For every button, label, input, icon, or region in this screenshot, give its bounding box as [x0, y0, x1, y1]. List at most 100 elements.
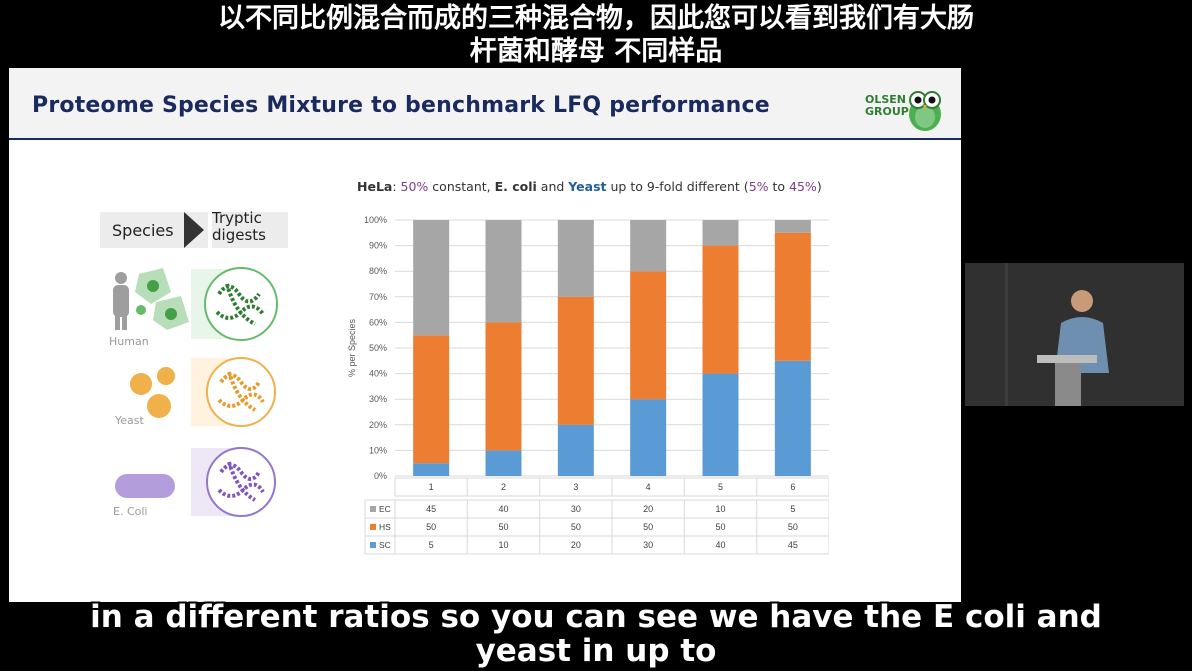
human-silhouette-icon: [113, 272, 129, 330]
subtitle-chinese-line1: 以不同比例混合而成的三种混合物，因此您可以看到我们有大肠: [218, 3, 974, 34]
speaker-video-thumbnail: [965, 263, 1184, 406]
bar-sc-2: [485, 450, 522, 476]
data-table-value: 50: [498, 522, 508, 532]
y-tick-label: 0%: [374, 471, 387, 481]
data-table-value: 30: [643, 540, 653, 550]
table-row: [364, 535, 829, 555]
y-axis-label: % per Species: [347, 318, 357, 377]
speaker-figure: [965, 263, 1184, 406]
subtitle-part1: :: [392, 179, 401, 194]
legend-entry: SC: [379, 540, 391, 550]
x-tick-label: 4: [646, 482, 651, 492]
species-label: Species: [112, 221, 174, 240]
y-tick-label: 30%: [369, 394, 387, 404]
slide-header: Proteome Species Mixture to benchmark LF…: [9, 68, 961, 140]
data-table-value: 5: [790, 504, 795, 514]
ecoli-illustration: [115, 447, 276, 517]
x-tick-label: 2: [501, 482, 506, 492]
subtitle-part3: and: [536, 179, 569, 194]
organism-label-ecoli: E. Coli: [113, 505, 148, 518]
data-table-value: 45: [788, 540, 798, 550]
bar-sc-4: [630, 399, 667, 476]
subtitle-part6: ): [816, 179, 822, 194]
legend-entry: HS: [379, 522, 391, 532]
data-table-value: 20: [571, 540, 581, 550]
legend-swatch-sc: [370, 542, 376, 548]
y-tick-label: 90%: [369, 241, 387, 251]
legend-swatch-hs: [370, 524, 376, 530]
subtitle-pct5: 5%: [748, 179, 769, 194]
yeast-cells-icon: [130, 367, 175, 418]
x-tick-label: 6: [790, 482, 795, 492]
bar-sc-5: [702, 373, 739, 476]
yeast-digest-icon: [206, 357, 276, 427]
y-tick-label: 20%: [369, 420, 387, 430]
bar-hs-1: [413, 335, 450, 464]
y-tick-label: 70%: [369, 292, 387, 302]
logo-line2: GROUP: [865, 105, 909, 118]
data-table-value: 10: [715, 504, 725, 514]
y-tick-label: 60%: [369, 317, 387, 327]
digests-line2: digests: [212, 226, 266, 244]
subtitle-english: in a different ratios so you can see we …: [0, 600, 1192, 668]
stacked-bar-chart: 0% 10% 20% 30% 40% 50% 60% 70% 80% 90% 100% % per S…: [347, 215, 829, 555]
y-tick-label: 50%: [369, 343, 387, 353]
logo-line1: OLSEN: [865, 93, 907, 106]
subtitle-pct50: 50%: [400, 179, 429, 194]
bar-ec-2: [485, 220, 522, 323]
x-tick-label: 3: [573, 482, 578, 492]
data-table-value: 10: [498, 540, 508, 550]
y-tick-label: 80%: [369, 266, 387, 276]
subtitle-chinese: 以不同比例混合而成的三种混合物，因此您可以看到我们有大肠 杆菌和酵母 不同样品: [0, 2, 1192, 68]
organism-label-yeast: Yeast: [115, 414, 144, 427]
subtitle-ecoli: E. coli: [494, 179, 537, 194]
x-tick-label: 1: [429, 482, 434, 492]
bar-sc-6: [774, 360, 811, 476]
presentation-slide: Proteome Species Mixture to benchmark LF…: [9, 68, 961, 602]
arrow-right-icon: [184, 212, 204, 248]
olsen-group-logo: OLSEN GROUP: [865, 84, 943, 132]
data-table-value: 30: [571, 504, 581, 514]
bar-hs-5: [702, 245, 739, 374]
owl-icon: [909, 91, 941, 131]
bar-sc-3: [557, 424, 594, 476]
data-table-value: 5: [429, 540, 434, 550]
subtitle-english-line2: yeast in up to: [475, 633, 717, 669]
x-tick-label: 5: [718, 482, 723, 492]
subtitle-part2: constant,: [428, 179, 495, 194]
data-table-value: 50: [426, 522, 436, 532]
bar-hs-3: [557, 296, 594, 425]
bar-hs-4: [630, 271, 667, 400]
data-table-value: 50: [643, 522, 653, 532]
digests-label: Tryptic digests: [212, 210, 266, 244]
bar-ec-4: [630, 220, 667, 272]
bar-sc-1: [413, 463, 450, 476]
species-digests-header: Species Tryptic digests: [100, 210, 288, 248]
hela-cells-icon: [135, 268, 189, 330]
legend-entry: EC: [379, 504, 391, 514]
legend-swatch-ec: [370, 506, 376, 512]
bar-ec-6: [774, 220, 811, 233]
data-table-value: 20: [643, 504, 653, 514]
subtitle-chinese-line2: 杆菌和酵母 不同样品: [469, 36, 723, 67]
ecoli-cell-icon: [115, 474, 175, 498]
bar-ec-5: [702, 220, 739, 246]
y-tick-label: 100%: [364, 215, 387, 225]
data-table-value: 50: [788, 522, 798, 532]
data-table-value: 45: [426, 504, 436, 514]
data-table-value: 40: [715, 540, 725, 550]
subtitle-yeast: Yeast: [568, 179, 607, 194]
bar-hs-6: [774, 232, 811, 361]
slide-title: Proteome Species Mixture to benchmark LF…: [32, 93, 770, 118]
subtitle-part5: to: [768, 179, 790, 194]
subtitle-english-line1: in a different ratios so you can see we …: [90, 599, 1102, 635]
subtitle-pct45: 45%: [789, 179, 817, 194]
human-digest-icon: [204, 267, 278, 341]
organism-label-human: Human: [109, 335, 149, 348]
bar-hs-2: [485, 322, 522, 451]
data-table-value: 50: [715, 522, 725, 532]
subtitle-hela: HeLa: [357, 179, 393, 194]
yeast-illustration: [130, 357, 276, 427]
y-tick-label: 10%: [369, 445, 387, 455]
logo-text: OLSEN GROUP: [865, 94, 909, 118]
